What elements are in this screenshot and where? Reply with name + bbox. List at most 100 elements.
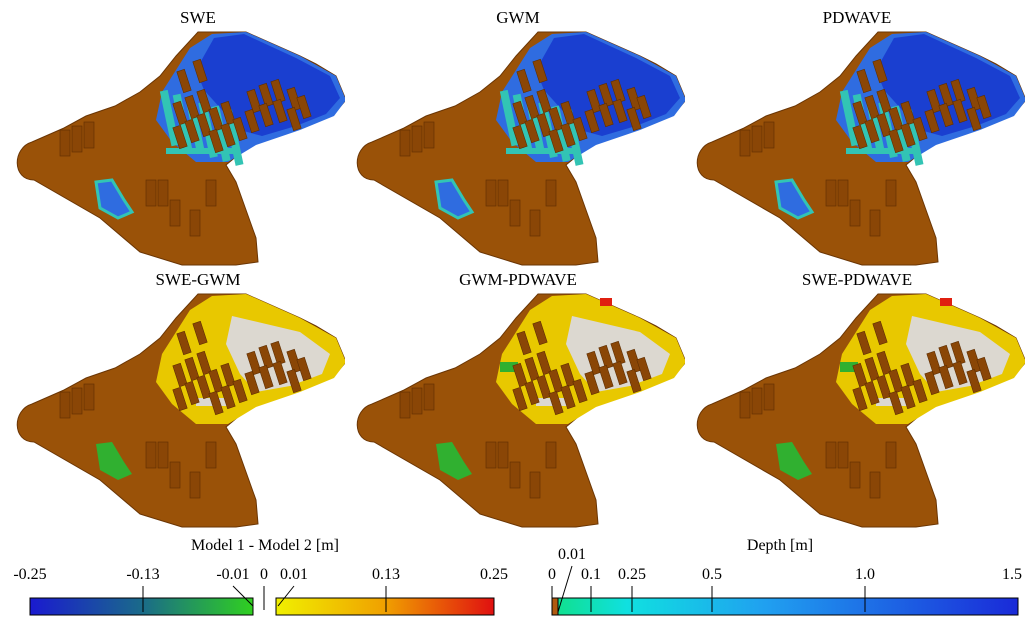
building bbox=[423, 383, 435, 411]
building bbox=[485, 441, 497, 469]
building bbox=[885, 179, 897, 207]
building bbox=[176, 330, 192, 356]
building bbox=[411, 387, 423, 415]
building bbox=[172, 362, 188, 388]
building bbox=[560, 122, 576, 148]
building bbox=[71, 387, 83, 415]
building bbox=[176, 68, 192, 94]
building bbox=[145, 441, 157, 469]
building bbox=[548, 390, 564, 416]
building bbox=[512, 362, 528, 388]
building bbox=[586, 350, 602, 376]
building bbox=[220, 384, 236, 410]
building bbox=[296, 356, 312, 382]
map-panel-swe-pdwave bbox=[696, 293, 1025, 528]
building bbox=[560, 362, 576, 388]
building bbox=[184, 356, 200, 382]
building bbox=[208, 390, 224, 416]
building bbox=[584, 108, 600, 134]
building bbox=[399, 129, 411, 157]
building bbox=[849, 199, 861, 227]
building bbox=[516, 330, 532, 356]
building bbox=[912, 116, 928, 142]
building bbox=[157, 179, 169, 207]
depth-tick bbox=[557, 565, 573, 613]
building bbox=[869, 471, 881, 499]
building bbox=[636, 356, 652, 382]
building bbox=[192, 320, 208, 346]
building bbox=[83, 383, 95, 411]
building bbox=[876, 112, 892, 138]
diff-tick-label: 0 bbox=[260, 566, 268, 583]
building bbox=[545, 179, 557, 207]
building bbox=[529, 209, 541, 237]
depth-tick-label: 0.5 bbox=[702, 566, 722, 583]
map-panel-gwm-pdwave bbox=[356, 293, 685, 528]
building bbox=[751, 125, 763, 153]
building bbox=[572, 378, 588, 404]
map-layer bbox=[696, 31, 1025, 266]
building bbox=[938, 82, 954, 108]
building bbox=[196, 350, 212, 376]
depth-tick-label: 0.01 bbox=[558, 546, 586, 563]
panel-title-swe-gwm: SWE-GWM bbox=[155, 270, 241, 289]
building bbox=[864, 356, 880, 382]
negative-diff-zone bbox=[436, 442, 472, 480]
building bbox=[184, 380, 200, 406]
building bbox=[888, 128, 904, 154]
negative-diff-patch bbox=[500, 362, 518, 372]
building bbox=[71, 125, 83, 153]
building bbox=[205, 441, 217, 469]
building bbox=[598, 82, 614, 108]
building bbox=[560, 100, 576, 126]
building bbox=[548, 128, 564, 154]
building bbox=[220, 100, 236, 126]
shallow-channel bbox=[846, 148, 916, 154]
building bbox=[763, 121, 775, 149]
building bbox=[938, 344, 954, 370]
building bbox=[924, 108, 940, 134]
building bbox=[423, 121, 435, 149]
building bbox=[83, 121, 95, 149]
building bbox=[888, 106, 904, 132]
building bbox=[548, 368, 564, 394]
building bbox=[157, 441, 169, 469]
building bbox=[512, 100, 528, 126]
building bbox=[244, 108, 260, 134]
building bbox=[548, 106, 564, 132]
building bbox=[560, 384, 576, 410]
building bbox=[208, 368, 224, 394]
building bbox=[864, 94, 880, 120]
building bbox=[852, 100, 868, 126]
panel-title-swe: SWE bbox=[180, 8, 216, 27]
building bbox=[900, 122, 916, 148]
building bbox=[976, 94, 992, 120]
building bbox=[900, 362, 916, 388]
depth-colorbar-title: Depth [m] bbox=[746, 537, 814, 554]
building bbox=[205, 179, 217, 207]
panel-title-swe-pdwave: SWE-PDWAVE bbox=[801, 270, 913, 289]
building bbox=[272, 360, 288, 386]
building bbox=[572, 116, 588, 142]
building bbox=[272, 98, 288, 124]
building bbox=[411, 125, 423, 153]
map-panel-gwm bbox=[356, 31, 685, 266]
building bbox=[926, 88, 942, 114]
high-positive-diff-patch bbox=[600, 298, 612, 306]
building bbox=[876, 88, 892, 114]
building bbox=[208, 128, 224, 154]
building bbox=[509, 461, 521, 489]
building bbox=[739, 129, 751, 157]
building bbox=[825, 441, 837, 469]
building bbox=[926, 350, 942, 376]
building bbox=[246, 350, 262, 376]
pond-water bbox=[94, 178, 135, 220]
building bbox=[232, 116, 248, 142]
building bbox=[512, 124, 528, 150]
building bbox=[536, 350, 552, 376]
building bbox=[876, 350, 892, 376]
building bbox=[849, 461, 861, 489]
building bbox=[516, 68, 532, 94]
map-layer bbox=[356, 293, 685, 528]
map-panel-pdwave bbox=[696, 31, 1025, 266]
